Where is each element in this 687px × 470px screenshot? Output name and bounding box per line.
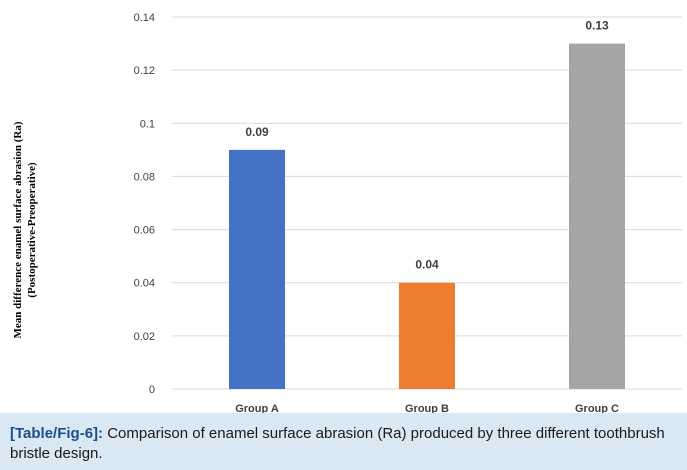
figure-caption: [Table/Fig-6]: Comparison of enamel surf… xyxy=(0,413,687,470)
y-axis-ticks: 0 0.02 0.04 0.06 0.08 0.1 0.12 0.14 xyxy=(134,12,155,396)
y-axis-label-line-2: (Postoperative-Preoperative) xyxy=(26,162,38,298)
x-axis-categories: Group A Group B Group C xyxy=(235,403,619,413)
y-axis-label: Mean difference enamel surface abrasion … xyxy=(12,121,38,338)
y-tick-label: 0.06 xyxy=(134,225,155,237)
x-tick-label: Group A xyxy=(235,403,279,413)
y-tick-label: 0.08 xyxy=(134,171,155,183)
x-tick-label: Group C xyxy=(575,403,619,413)
y-tick-label: 0.1 xyxy=(140,118,155,130)
data-label: 0.09 xyxy=(245,125,269,139)
data-labels: 0.09 0.04 0.13 xyxy=(245,19,609,272)
bar xyxy=(569,43,625,389)
bar xyxy=(399,282,455,389)
bar xyxy=(229,149,285,389)
y-tick-label: 0.02 xyxy=(134,331,155,343)
figure-caption-text: Comparison of enamel surface abrasion (R… xyxy=(10,425,665,462)
data-label: 0.13 xyxy=(585,19,609,33)
y-tick-label: 0.12 xyxy=(134,65,155,77)
y-tick-label: 0.04 xyxy=(134,278,155,290)
bar-chart: Mean difference enamel surface abrasion … xyxy=(12,12,682,413)
y-tick-label: 0.14 xyxy=(134,12,155,24)
data-label: 0.04 xyxy=(415,258,439,272)
y-axis-label-line-1: Mean difference enamel surface abrasion … xyxy=(12,121,24,338)
x-tick-label: Group B xyxy=(405,403,449,413)
figure-caption-tag: [Table/Fig-6]: xyxy=(10,425,104,442)
bars xyxy=(229,43,625,389)
y-tick-label: 0 xyxy=(149,384,155,396)
